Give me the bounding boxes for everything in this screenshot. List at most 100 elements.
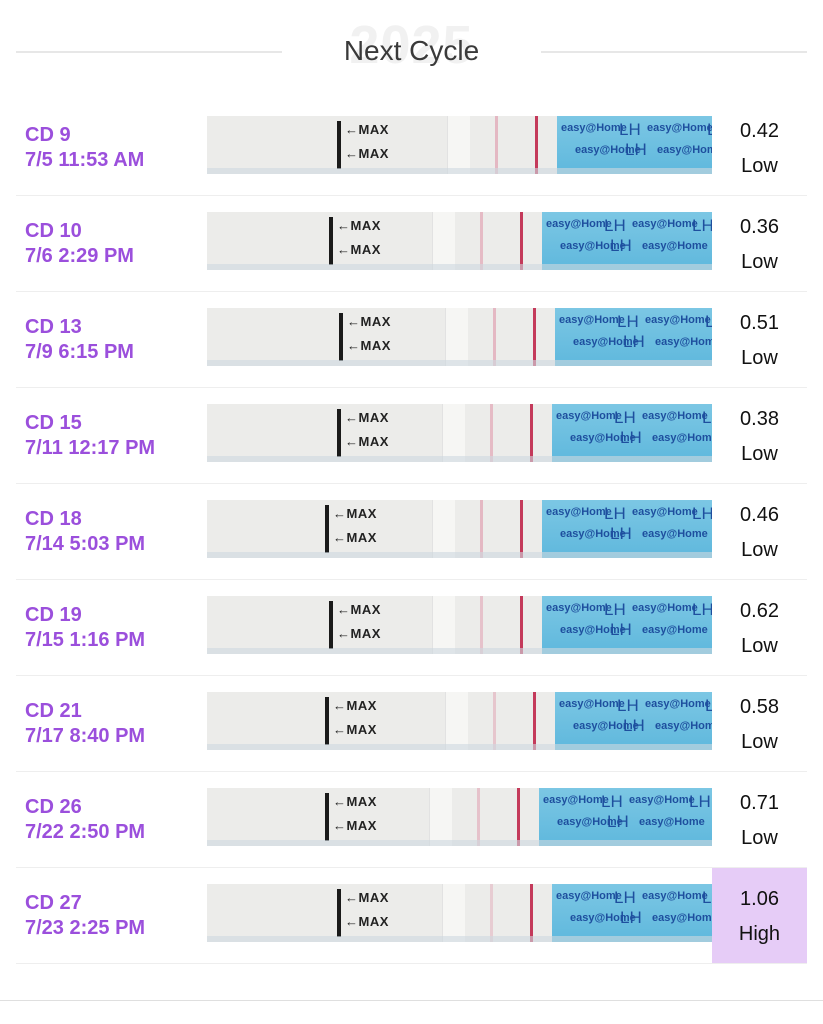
lh-text: LH xyxy=(610,524,632,543)
lh-text: LH xyxy=(614,408,636,427)
brand-text: easy@Home xyxy=(570,912,636,924)
test-datetime-label: 7/5 11:53 AM xyxy=(25,149,145,171)
control-line xyxy=(520,596,523,654)
header-divider-left xyxy=(16,51,282,53)
reading-cell: 0.36 Low xyxy=(712,196,807,292)
reading-cell: 0.42 Low xyxy=(712,100,807,196)
lh-level-label: Low xyxy=(741,827,778,849)
strip-wrapper-edge xyxy=(207,552,712,558)
brand-text: easy@Home xyxy=(632,506,698,518)
strip-window-panel xyxy=(445,692,468,750)
brand-text: easy@Home xyxy=(655,336,712,348)
control-line xyxy=(530,884,533,942)
test-row[interactable]: CD 27 7/23 2:25 PM ←MAX ←MAX easy@Home easy@H… xyxy=(0,868,823,964)
max-label: ←MAX xyxy=(345,914,389,929)
lh-level-label: Low xyxy=(741,251,778,273)
max-line-mark xyxy=(325,793,329,841)
lh-ratio-value: 0.36 xyxy=(740,216,779,238)
brand-text: easy@Home xyxy=(543,794,609,806)
test-datetime-label: 7/14 5:03 PM xyxy=(25,533,146,555)
test-line xyxy=(480,212,483,270)
lh-text: LH xyxy=(692,216,712,235)
brand-text: easy@Home xyxy=(546,506,612,518)
brand-text: easy@Home xyxy=(652,432,712,444)
brand-text: easy@Home xyxy=(639,816,705,828)
strip-wrapper-edge xyxy=(207,648,712,654)
strip-window-panel xyxy=(432,212,455,270)
cycle-day-label: CD 15 xyxy=(25,412,82,434)
cycle-day-label: CD 9 xyxy=(25,124,71,146)
brand-text: easy@Home xyxy=(546,218,612,230)
lh-level-label: Low xyxy=(741,443,778,465)
test-strip-image[interactable]: ←MAX ←MAX easy@Home easy@Home easy@Home easy@… xyxy=(207,308,712,366)
strip-window-panel xyxy=(442,884,465,942)
test-strip-image[interactable]: ←MAX ←MAX easy@Home easy@Home easy@Home easy@… xyxy=(207,596,712,654)
test-strip-image[interactable]: ←MAX ←MAX easy@Home easy@Home easy@Home easy@… xyxy=(207,212,712,270)
brand-text: easy@Home xyxy=(632,218,698,230)
test-strip-image[interactable]: ←MAX ←MAX easy@Home easy@Home easy@Home easy@… xyxy=(207,788,712,846)
test-datetime-label: 7/15 1:16 PM xyxy=(25,629,146,651)
lh-ratio-value: 0.51 xyxy=(740,312,779,334)
test-datetime-label: 7/9 6:15 PM xyxy=(25,341,134,363)
brand-text: easy@Home xyxy=(560,528,626,540)
max-line-mark xyxy=(325,505,329,553)
test-strip-image[interactable]: ←MAX ←MAX easy@Home easy@Home easy@Home easy@… xyxy=(207,500,712,558)
max-label: ←MAX xyxy=(345,890,389,905)
max-line-mark xyxy=(337,409,341,457)
test-meta: CD 13 7/9 6:15 PM xyxy=(25,315,134,365)
max-label: ←MAX xyxy=(337,242,381,257)
test-meta: CD 19 7/15 1:16 PM xyxy=(25,603,145,653)
max-line-mark xyxy=(339,313,343,361)
test-row[interactable]: CD 21 7/17 8:40 PM ←MAX ←MAX easy@Home easy@H… xyxy=(0,676,823,772)
year-watermark: 2025 xyxy=(349,15,474,75)
strip-window-panel xyxy=(447,116,470,174)
test-strip-image[interactable]: ←MAX ←MAX easy@Home easy@Home easy@Home easy@… xyxy=(207,116,712,174)
test-row[interactable]: CD 13 7/9 6:15 PM ←MAX ←MAX easy@Home easy@Ho… xyxy=(0,292,823,388)
lh-text: LH xyxy=(625,140,647,159)
test-line xyxy=(490,884,493,942)
brand-tape: easy@Homeeasy@Homeeasy@Homeeasy@HomeLHLH… xyxy=(557,116,712,174)
strip-wrapper-edge xyxy=(207,936,712,942)
control-line xyxy=(533,308,536,366)
cycle-day-label: CD 18 xyxy=(25,508,82,530)
header: 2025 Next Cycle xyxy=(0,0,823,104)
test-row[interactable]: CD 26 7/22 2:50 PM ←MAX ←MAX easy@Home easy@H… xyxy=(0,772,823,868)
row-divider xyxy=(16,771,807,772)
lh-text: LH xyxy=(610,620,632,639)
lh-level-label: Low xyxy=(741,731,778,753)
control-line xyxy=(535,116,538,174)
test-row[interactable]: CD 15 7/11 12:17 PM ←MAX ←MAX easy@Home easy@… xyxy=(0,388,823,484)
lh-ratio-value: 0.58 xyxy=(740,696,779,718)
lh-text: LH xyxy=(604,504,626,523)
max-label: ←MAX xyxy=(333,530,377,545)
test-strip-image[interactable]: ←MAX ←MAX easy@Home easy@Home easy@Home easy@… xyxy=(207,692,712,750)
brand-text: easy@Home xyxy=(557,816,623,828)
strip-wrapper-edge xyxy=(207,264,712,270)
test-datetime-label: 7/17 8:40 PM xyxy=(25,725,146,747)
strip-window-panel xyxy=(432,500,455,558)
test-row[interactable]: CD 10 7/6 2:29 PM ←MAX ←MAX easy@Home easy@Ho… xyxy=(0,196,823,292)
test-line xyxy=(493,692,496,750)
test-strip-image[interactable]: ←MAX ←MAX easy@Home easy@Home easy@Home easy@… xyxy=(207,884,712,942)
test-row[interactable]: CD 18 7/14 5:03 PM ←MAX ←MAX easy@Home easy@H… xyxy=(0,484,823,580)
lh-level-label: Low xyxy=(741,155,778,177)
row-divider xyxy=(16,675,807,676)
strip-window-panel xyxy=(442,404,465,462)
brand-text: easy@Home xyxy=(647,122,712,134)
test-datetime-label: 7/23 2:25 PM xyxy=(25,917,146,939)
test-meta: CD 18 7/14 5:03 PM xyxy=(25,507,145,557)
test-row[interactable]: CD 9 7/5 11:53 AM ←MAX ←MAX easy@Home easy@Ho… xyxy=(0,100,823,196)
test-row[interactable]: CD 19 7/15 1:16 PM ←MAX ←MAX easy@Home easy@H… xyxy=(0,580,823,676)
max-line-mark xyxy=(329,217,333,265)
row-divider xyxy=(16,963,807,964)
test-datetime-label: 7/11 12:17 PM xyxy=(25,437,156,459)
lh-text: LH xyxy=(623,716,645,735)
test-strip-image[interactable]: ←MAX ←MAX easy@Home easy@Home easy@Home easy@… xyxy=(207,404,712,462)
brand-text: easy@Home xyxy=(642,240,708,252)
lh-text: LH xyxy=(692,504,712,523)
lh-text: LH xyxy=(604,600,626,619)
max-line-mark xyxy=(329,601,333,649)
test-meta: CD 21 7/17 8:40 PM xyxy=(25,699,145,749)
strip-wrapper-edge xyxy=(207,744,712,750)
